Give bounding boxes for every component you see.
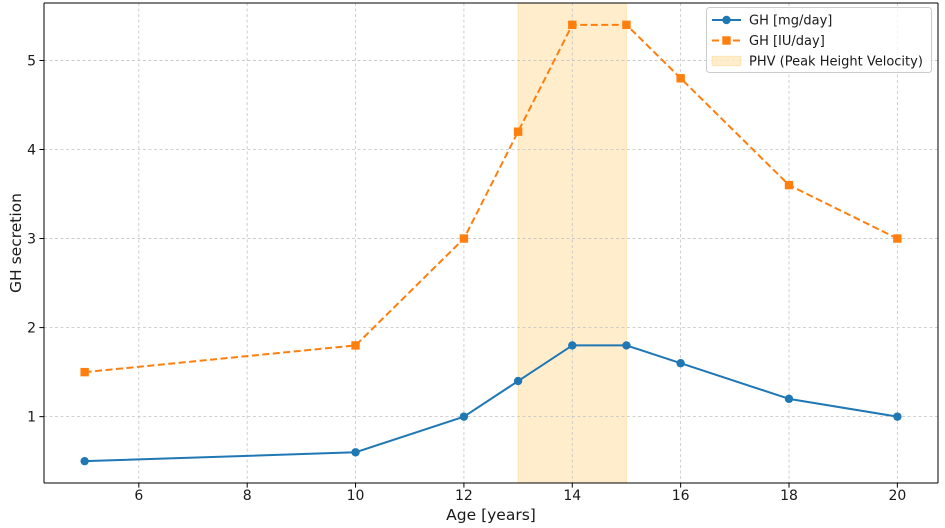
y-tick-label: 4 [27,142,36,158]
gh-iu-day-point [459,234,469,243]
data-series [80,20,902,466]
x-tick-label: 14 [563,488,581,504]
legend-entry-phv-peak-height-velocity: PHV (Peak Height Velocity) [711,55,923,70]
x-tick-label: 12 [455,488,473,504]
gh-mg-day-point [351,448,360,457]
y-tick-label: 5 [27,53,36,69]
gh-iu-day-point [80,367,89,377]
gh-mg-day-point [568,341,577,350]
gh-mg-day-point [784,394,794,404]
gh-iu-day-point [513,127,523,136]
x-axis-ticks: 6 8 10 12 14 16 18 20 [134,483,906,504]
gh-mg-day-point [622,341,631,350]
gh-mg-day-point [676,359,685,368]
gh-iu-day-point [676,74,685,83]
legend-marker-gh-mg-day [722,15,731,25]
x-tick-label: 16 [672,488,690,504]
legend: GH [mg/day] GH [IU/day] PHV (Peak Height V… [706,7,932,73]
x-tick-label: 20 [888,488,906,504]
x-tick-label: 18 [780,488,798,504]
y-axis-ticks: 1 2 3 4 5 [27,53,44,426]
gh-iu-day-point [568,20,577,30]
gh-iu-day-point [622,20,631,30]
x-axis-label: Age [years] [446,506,536,524]
gh-iu-day-point [784,180,794,190]
gh-mg-day-point [80,456,89,466]
gh-mg-day-point [513,376,523,386]
gh-mg-day-point [893,412,902,421]
legend-entries: GH [mg/day] GH [IU/day] PHV (Peak Height V… [711,14,923,70]
legend-entry-gh-iu-day: GH [IU/day] [712,34,825,49]
legend-label-gh-iu-day: GH [IU/day] [749,34,825,49]
y-tick-label: 1 [27,410,36,426]
legend-frame [706,7,932,73]
y-tick-label: 2 [27,321,36,337]
y-axis-label: GH secretion [7,193,25,293]
legend-label-gh-mg-day: GH [mg/day] [749,14,832,29]
legend-entry-gh-mg-day: GH [mg/day] [712,14,832,29]
x-tick-label: 10 [347,488,365,504]
legend-swatch-phv-peak-height-velocity [711,55,742,67]
grid [44,3,938,483]
legend-label-phv-peak-height-velocity: PHV (Peak Height Velocity) [749,55,923,70]
x-tick-label: 6 [134,488,143,504]
gh-mg-day-point [459,412,469,421]
y-tick-label: 3 [27,232,36,248]
x-tick-label: 8 [243,488,252,504]
legend-marker-gh-iu-day [722,36,731,45]
gh-iu-day-point [351,341,360,350]
gh-iu-day-point [893,234,902,243]
